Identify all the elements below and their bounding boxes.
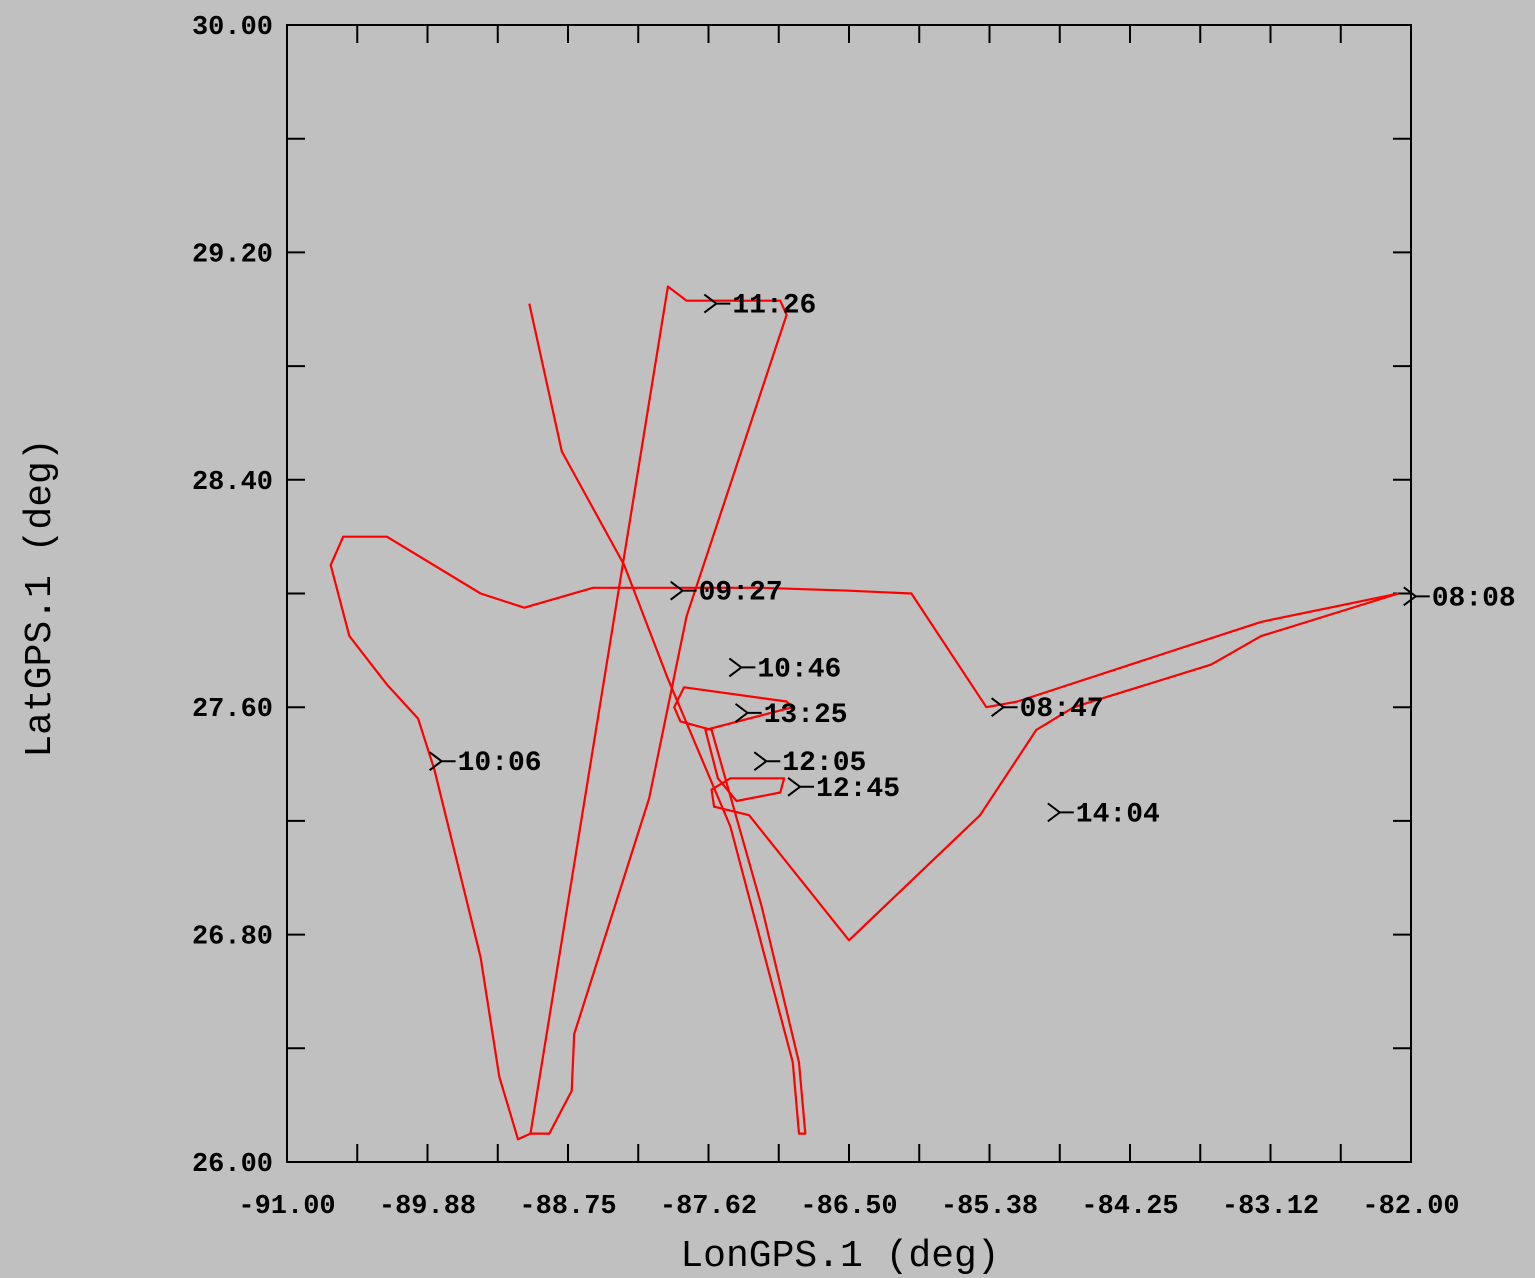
time-marker: 12:05 [753, 748, 866, 779]
time-arrow [991, 697, 1018, 717]
time-label: 13:25 [764, 700, 848, 731]
time-arrow [787, 776, 815, 797]
time-marker: 09:27 [670, 578, 783, 609]
x-tick-label: -84.25 [1081, 1192, 1178, 1222]
x-tick-labels: -91.00 -89.88 -88.75 -87.62 -86.50 -85.38 -84.… [238, 1192, 1459, 1222]
time-marker: 08:08 [1403, 583, 1516, 614]
y-tick-label: 30.00 [192, 13, 273, 43]
flight-tracks [329, 285, 1399, 1141]
x-axis-title: LonGPS.1 (deg) [680, 1235, 999, 1278]
time-marker: 08:47 [991, 694, 1104, 725]
time-arrow [703, 293, 731, 314]
time-marker: 13:25 [734, 700, 848, 731]
time-label: 09:27 [699, 578, 783, 609]
time-marker: 11:26 [703, 291, 816, 322]
y-tick-labels: 26.00 26.80 27.60 28.40 29.20 30.00 [192, 13, 273, 1180]
time-label: 14:04 [1076, 799, 1160, 830]
time-label: 08:08 [1432, 583, 1516, 614]
x-tick-label: -85.38 [941, 1192, 1038, 1222]
y-tick-label: 26.00 [192, 1150, 273, 1180]
time-arrow [670, 580, 697, 601]
y-tick-label: 27.60 [192, 695, 273, 725]
track-line [528, 303, 1399, 1135]
axis-ticks [286, 24, 1412, 1163]
x-tick-label: -83.12 [1222, 1192, 1319, 1222]
time-arrow [1047, 802, 1074, 823]
y-tick-label: 28.40 [192, 468, 273, 498]
x-tick-label: -91.00 [238, 1192, 335, 1222]
time-label: 10:06 [458, 748, 542, 779]
x-tick-label: -86.50 [800, 1192, 897, 1222]
time-marker: 14:04 [1047, 799, 1160, 830]
x-tick-label: -88.75 [519, 1192, 616, 1222]
time-label: 11:26 [732, 291, 816, 322]
time-arrow [1403, 586, 1430, 607]
track-line [329, 285, 1399, 1141]
time-arrow [734, 703, 762, 723]
x-tick-label: -82.00 [1362, 1192, 1459, 1222]
y-tick-label: 29.20 [192, 240, 273, 270]
x-tick-label: -87.62 [660, 1192, 757, 1222]
time-label: 12:05 [782, 748, 866, 779]
y-tick-label: 26.80 [192, 923, 273, 953]
time-label: 12:45 [816, 774, 900, 805]
time-arrow [753, 751, 781, 772]
time-arrow [429, 751, 456, 772]
time-label: 10:46 [757, 654, 841, 685]
y-axis-title: LatGPS.1 (deg) [19, 438, 62, 757]
time-marker: 12:45 [787, 774, 900, 805]
time-markers: 11:26 09:27 08:47 08:08 10:46 13:25 12:0512:45… [429, 291, 1516, 830]
plot-frame [286, 24, 1412, 1163]
time-label: 08:47 [1020, 694, 1104, 725]
time-arrow [728, 657, 756, 678]
x-tick-label: -89.88 [379, 1192, 476, 1222]
time-marker: 10:46 [728, 654, 841, 685]
time-marker: 10:06 [429, 748, 542, 779]
